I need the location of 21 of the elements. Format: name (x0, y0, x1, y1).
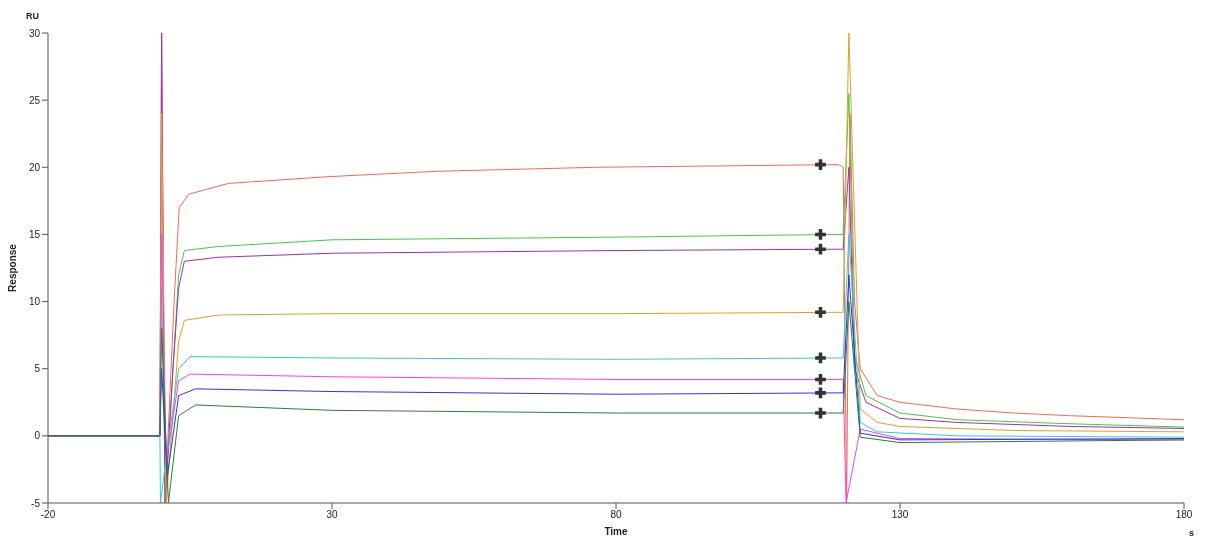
y-tick-label: 15 (28, 228, 41, 240)
y-tick-label: 10 (28, 296, 41, 308)
point (815, 243, 826, 255)
y-tick-label: 30 (28, 27, 41, 39)
x-tick-label: 80 (610, 509, 622, 521)
text: s (1188, 528, 1194, 538)
y-tick-label: -5 (31, 497, 41, 509)
y-axis-title: Response (6, 243, 18, 292)
y-tick-label: 0 (34, 430, 41, 442)
y-tick-label: 20 (28, 161, 41, 173)
x-tick-label: -20 (40, 509, 56, 521)
point (815, 407, 826, 419)
y-tick-label: 25 (28, 94, 41, 106)
y-tick-label: 5 (34, 363, 41, 375)
text: RU (26, 11, 39, 21)
point (815, 352, 826, 364)
x-tick-label: 130 (891, 509, 909, 521)
point (815, 387, 826, 399)
x-axis-title: Time (604, 526, 629, 537)
x-tick-label: 180 (1175, 509, 1193, 521)
x-tick-label: 30 (326, 509, 338, 521)
